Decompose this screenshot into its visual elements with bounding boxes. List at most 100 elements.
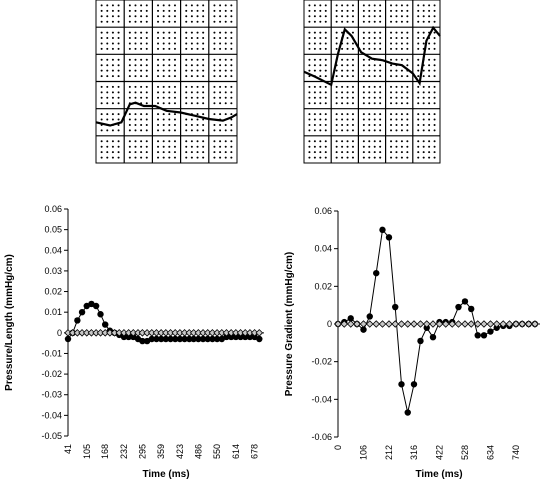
grid-dot — [319, 9, 322, 12]
grid-dot — [368, 102, 371, 105]
grid-dot — [400, 145, 403, 148]
grid-dot — [202, 145, 205, 148]
grid-dot — [117, 118, 120, 121]
data-point-diamond — [391, 320, 399, 328]
grid-dot — [362, 123, 365, 126]
x-tick-label: 232 — [119, 444, 129, 459]
grid-dot — [428, 15, 431, 18]
grid-dot — [368, 145, 371, 148]
grid-dot — [335, 140, 338, 143]
grid-dot — [417, 140, 420, 143]
grid-dot — [224, 140, 227, 143]
grid-dot — [134, 145, 137, 148]
grid-dot — [111, 156, 114, 159]
x-axis-label: Time (ms) — [415, 469, 462, 480]
grid-dot — [351, 151, 354, 154]
grid-dot — [111, 4, 114, 7]
grid-dot — [422, 96, 425, 99]
x-tick-label: 212 — [384, 445, 394, 460]
grid-dot — [379, 42, 382, 45]
grid-dot — [185, 15, 188, 18]
grid-dot — [162, 37, 165, 40]
grid-dot — [379, 96, 382, 99]
data-point — [120, 333, 128, 341]
grid-dot — [100, 91, 103, 94]
grid-dot — [140, 151, 143, 154]
grid-dot — [373, 20, 376, 23]
data-point-diamond — [334, 320, 342, 328]
grid-dot — [213, 58, 216, 61]
grid-dot — [400, 113, 403, 116]
grid-dot — [324, 140, 327, 143]
grid-dot — [400, 4, 403, 7]
grid-dot — [319, 140, 322, 143]
grid-dot — [373, 129, 376, 132]
grid-dot — [373, 64, 376, 67]
grid-dot — [213, 113, 216, 116]
grid-dot — [319, 37, 322, 40]
grid-dot — [390, 102, 393, 105]
grid-dot — [422, 20, 425, 23]
grid-dot — [379, 129, 382, 132]
grid-dot — [134, 42, 137, 45]
grid-dot — [202, 140, 205, 143]
grid-dot — [417, 37, 420, 40]
grid-dot — [428, 75, 431, 78]
grid-dot — [219, 75, 222, 78]
grid-dot — [230, 47, 233, 50]
grid-dot — [308, 85, 311, 88]
grid-dot — [346, 140, 349, 143]
grid-dot — [308, 4, 311, 7]
grid-dot — [417, 91, 420, 94]
grid-dot — [134, 113, 137, 116]
grid-dot — [140, 140, 143, 143]
grid-dot — [117, 47, 120, 50]
grid-dot — [390, 156, 393, 159]
data-point-diamond — [255, 329, 264, 337]
grid-dot — [213, 102, 216, 105]
grid-dot — [308, 64, 311, 67]
grid-dot — [140, 37, 143, 40]
grid-dot — [417, 47, 420, 50]
grid-dot — [100, 156, 103, 159]
data-point — [347, 315, 354, 322]
grid-dot — [145, 113, 148, 116]
data-point — [480, 332, 488, 339]
grid-dot — [379, 69, 382, 72]
grid-dot — [134, 69, 137, 72]
grid-dot — [368, 129, 371, 132]
grid-dot — [106, 140, 109, 143]
grid-dot — [346, 58, 349, 61]
grid-dot — [422, 151, 425, 154]
grid-dot — [219, 85, 222, 88]
grid-dot — [185, 129, 188, 132]
grid-dot — [157, 145, 160, 148]
grid-dot — [308, 91, 311, 94]
y-tick-label: -0.04 — [41, 410, 62, 420]
grid-dot — [168, 75, 171, 78]
grid-dot — [224, 123, 227, 126]
grid-dot — [379, 75, 382, 78]
grid-dot — [433, 151, 436, 154]
grid-dot — [117, 4, 120, 7]
grid-dot — [100, 4, 103, 7]
grid-dot — [168, 47, 171, 50]
grid-dot — [324, 129, 327, 132]
grid-dot — [406, 37, 409, 40]
grid-dot — [128, 47, 131, 50]
y-tick-label: -0.02 — [41, 369, 62, 379]
grid-dot — [117, 96, 120, 99]
data-point-diamond — [429, 320, 437, 328]
grid-dot — [168, 31, 171, 34]
grid-dot — [368, 151, 371, 154]
grid-dot — [308, 96, 311, 99]
grid-dot — [173, 156, 176, 159]
data-point — [246, 333, 254, 341]
data-point — [429, 333, 437, 341]
grid-dot — [100, 102, 103, 105]
grid-dot — [308, 140, 311, 143]
grid-dot — [111, 47, 114, 50]
grid-dot — [157, 58, 160, 61]
grid-dot — [433, 145, 436, 148]
data-point — [181, 335, 188, 343]
